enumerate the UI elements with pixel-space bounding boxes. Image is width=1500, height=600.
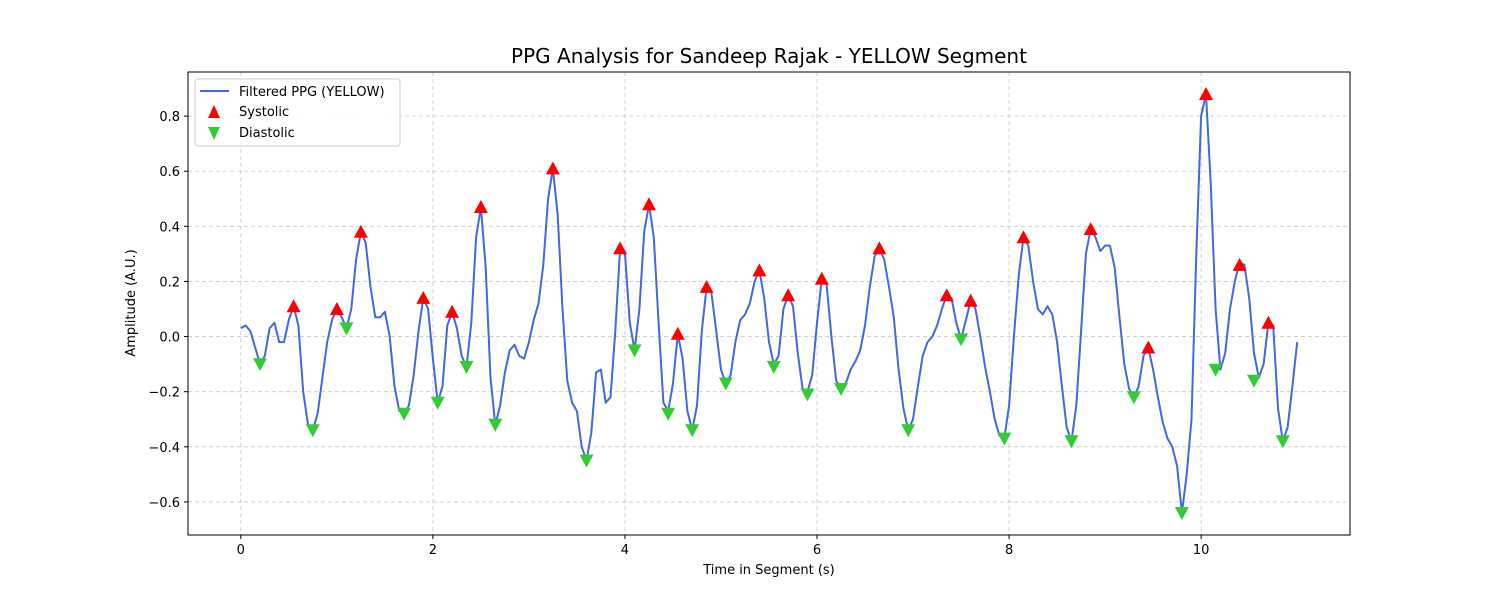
systolic-peak-marker [416,291,431,304]
legend-box [194,78,401,147]
systolic-peak-marker [1232,257,1247,271]
y-tick-label: 0.4 [159,220,180,235]
systolic-peak-marker [1083,222,1098,235]
systolic-peak-marker [752,263,767,277]
y-tick-label: 0.8 [159,110,180,125]
diastolic-trough-marker [579,454,594,468]
y-tick-label: −0.6 [148,496,180,511]
diastolic-trough-marker [834,383,848,396]
systolic-peak-marker [473,200,488,213]
legend-label-filtered: Filtered PPG (YELLOW) [239,85,385,100]
diastolic-trough-marker [1247,374,1261,388]
x-tick-label: 8 [1005,543,1013,558]
systolic-peak-marker [642,197,656,211]
plot-series [240,87,1299,520]
diastolic-trough-marker [901,424,916,438]
x-tick-label: 6 [813,543,821,558]
diastolic-trough-marker [253,358,267,372]
systolic-peak-marker [545,161,560,175]
diastolic-trough-marker [766,360,781,374]
y-tick-label: −0.4 [148,441,180,456]
plot-frame [187,71,1351,536]
diastolic-trough-marker [1064,435,1079,449]
x-tick-label: 4 [621,543,629,558]
systolic-peak-marker [699,280,714,293]
diastolic-trough-marker [718,377,733,391]
y-axis-label: Amplitude (A.U.) [124,249,139,356]
diastolic-trough-marker [305,424,320,438]
diastolic-trough-marker [459,360,474,374]
y-tick-label: 0.0 [159,331,180,346]
diastolic-trough-marker [1174,507,1189,520]
legend-systolic-marker [208,105,220,118]
systolic-peak-marker [1141,340,1156,354]
diastolic-trough-marker [430,396,445,410]
chart-title: PPG Analysis for Sandeep Rajak - YELLOW … [511,44,1027,68]
systolic-peak-marker [1016,230,1031,244]
legend: Filtered PPG (YELLOW) Systolic Diastolic [194,78,401,147]
x-tick-label: 0 [237,543,245,558]
diastolic-trough-marker [997,432,1012,446]
systolic-peak-marker [286,299,301,313]
diastolic-trough-marker [661,407,676,421]
legend-label-diastolic: Diastolic [239,126,295,141]
diastolic-trough-marker [339,322,354,336]
systolic-peak-marker [329,302,344,315]
systolic-peak-marker [814,271,829,285]
systolic-peak-marker [613,241,628,255]
y-tick-label: 0.6 [159,165,180,180]
systolic-peak-marker [872,241,887,255]
ppg-signal-line [240,93,1299,514]
legend-label-systolic: Systolic [239,105,289,120]
systolic-peak-marker [1261,315,1276,329]
diastolic-trough-marker [685,424,700,438]
legend-diastolic-marker [208,127,220,140]
axes: 0 2 4 6 8 10 −0.6 −0.4 −0.2 0.0 0.2 0.4 0.6 0.8 [148,110,1209,558]
diastolic-trough-marker [1126,391,1141,405]
systolic-peak-marker [353,224,368,238]
diastolic-trough-marker [800,388,815,402]
diastolic-trough-marker [1208,363,1223,377]
systolic-peak-marker [963,293,978,307]
diastolic-trough-marker [488,418,503,432]
diastolic-trough-marker [627,344,642,358]
diastolic-trough-marker [1275,435,1290,449]
y-tick-label: −0.2 [148,386,180,401]
diastolic-trough-marker [954,333,969,347]
systolic-peak-marker [445,304,460,318]
diastolic-trough-marker [397,407,412,421]
x-tick-label: 2 [429,543,437,558]
systolic-peak-marker [1199,87,1213,100]
x-tick-label: 10 [1193,543,1210,558]
systolic-peak-marker [670,326,685,340]
systolic-peak-marker [939,288,954,302]
x-axis-label: Time in Segment (s) [702,563,834,578]
systolic-peak-marker [781,288,796,302]
y-tick-label: 0.2 [159,275,180,290]
